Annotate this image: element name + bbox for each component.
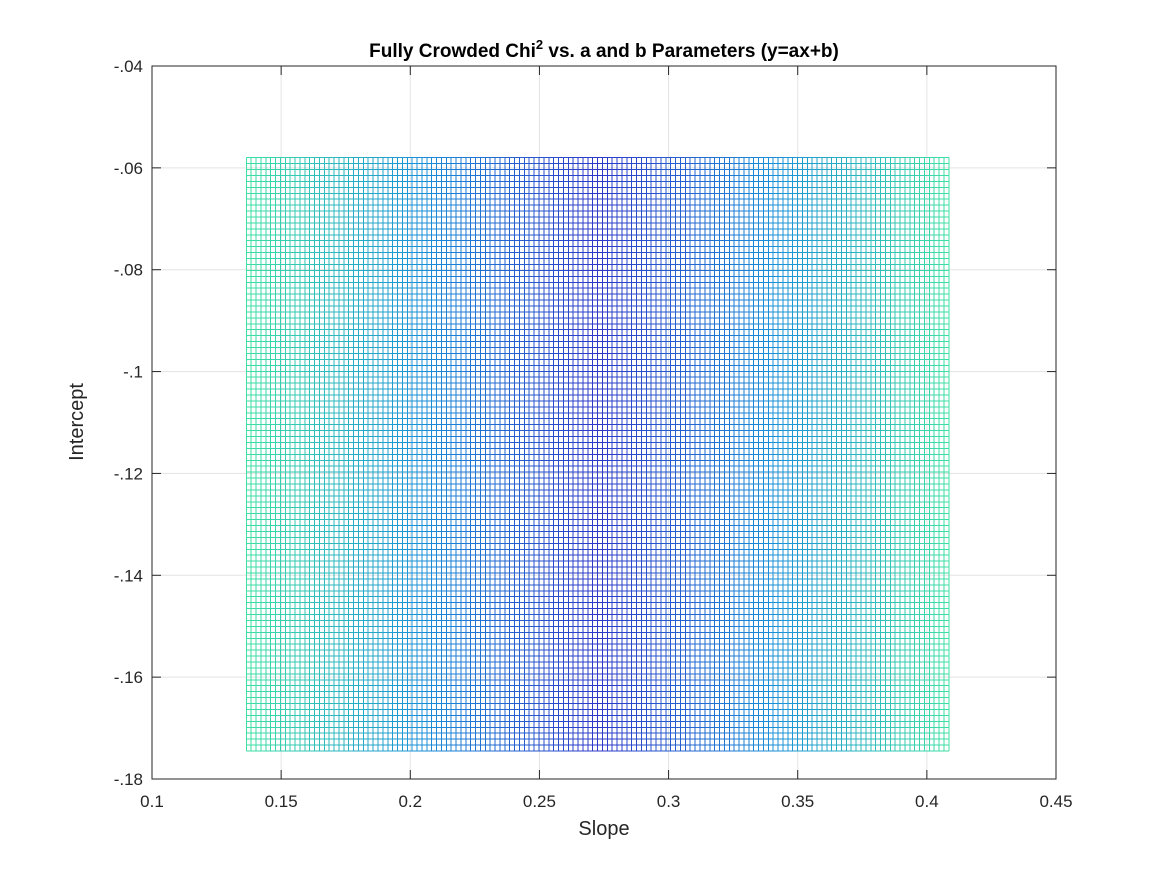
y-tick-label: -.14 — [114, 566, 143, 585]
y-axis-ticks: -.18 -.16 -.14 -.12 -.1 -.08 -.06 -.04 — [114, 57, 1056, 789]
x-tick-label: 0.3 — [657, 792, 681, 811]
y-tick-label: -.1 — [123, 363, 143, 382]
x-tick-label: 0.25 — [523, 792, 556, 811]
x-tick-label: 0.35 — [781, 792, 814, 811]
x-tick-label: 0.4 — [915, 792, 939, 811]
mesh-lines — [245, 157, 950, 752]
y-tick-label: -.18 — [114, 770, 143, 789]
x-tick-label: 0.1 — [140, 792, 164, 811]
x-tick-label: 0.15 — [265, 792, 298, 811]
plot-frame — [151, 65, 1057, 780]
mesh-grid-path — [245, 157, 950, 752]
y-tick-label: -.12 — [114, 464, 143, 483]
plot-background — [152, 66, 1056, 779]
y-tick-label: -.08 — [114, 261, 143, 280]
x-axis-title: Slope — [578, 818, 629, 840]
y-tick-label: -.04 — [114, 57, 143, 76]
y-tick-label: -.06 — [114, 159, 143, 178]
y-axis-title: Intercept — [66, 383, 88, 461]
chart-title: Fully Crowded Chi2 vs. a and b Parameter… — [369, 37, 839, 62]
x-tick-label: 0.2 — [398, 792, 422, 811]
y-tick-label: -.16 — [114, 668, 143, 687]
x-axis-ticks: 0.1 0.15 0.2 0.25 0.3 0.35 0.4 0.45 — [140, 66, 1073, 811]
chi2-mesh — [245, 157, 950, 752]
x-tick-label: 0.45 — [1039, 792, 1072, 811]
